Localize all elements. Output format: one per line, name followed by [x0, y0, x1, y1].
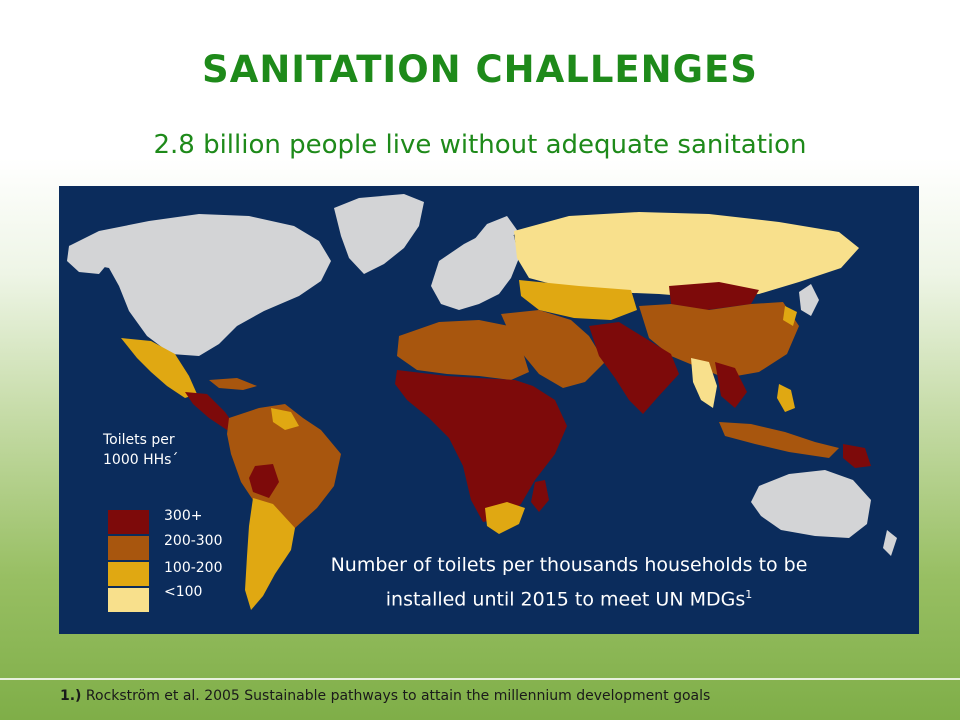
- region-korea: [783, 306, 797, 326]
- region-north-africa: [397, 320, 529, 380]
- region-southeast-asia-yellow: [691, 358, 717, 408]
- map-caption-footnote-marker: 1: [745, 588, 753, 601]
- legend-label-300-plus: 300+: [164, 508, 203, 524]
- map-caption-line-2: installed until 2015 to meet UN MDGs1: [284, 580, 854, 614]
- map-caption: Number of toilets per thousands househol…: [284, 550, 854, 614]
- region-subsaharan-africa: [395, 370, 567, 522]
- region-alaska: [67, 234, 114, 274]
- footnote-text: Rockström et al. 2005 Sustainable pathwa…: [85, 688, 711, 704]
- map-caption-line-2-text: installed until 2015 to meet UN MDGs: [385, 588, 746, 611]
- region-central-america: [185, 392, 235, 430]
- legend-title-line-1: Toilets per: [103, 432, 175, 448]
- legend-title: Toilets per 1000 HHs´: [103, 430, 223, 470]
- region-central-asia: [519, 280, 637, 320]
- legend-swatch-300-plus: [108, 510, 149, 534]
- region-bolivia: [249, 464, 279, 498]
- region-japan: [799, 284, 819, 316]
- legend-label-under-100: <100: [164, 584, 203, 600]
- region-south-asia: [589, 322, 679, 414]
- region-png: [843, 444, 871, 468]
- legend-swatch-200-300: [108, 536, 149, 560]
- legend-swatch-100-200: [108, 562, 149, 586]
- map-caption-line-1: Number of toilets per thousands househol…: [330, 554, 808, 576]
- region-russia: [514, 212, 859, 298]
- region-southeast-asia-red: [715, 362, 747, 408]
- region-south-america-north: [227, 404, 341, 528]
- region-middle-east: [501, 310, 605, 388]
- legend-title-line-2: 1000 HHs´: [103, 452, 179, 468]
- region-north-america: [69, 214, 331, 356]
- legend-label-200-300: 200-300: [164, 533, 223, 549]
- region-mongolia: [669, 282, 759, 310]
- region-indonesia: [719, 422, 839, 458]
- world-map-graphic: [67, 194, 897, 610]
- region-mexico: [121, 338, 197, 398]
- region-philippines: [777, 384, 795, 412]
- footnote-number: 1.): [60, 688, 82, 704]
- slide-subtitle: 2.8 billion people live without adequate…: [153, 130, 807, 160]
- legend-label-100-200: 100-200: [164, 560, 223, 576]
- region-guianas: [271, 408, 299, 430]
- region-south-america-south: [245, 498, 295, 610]
- region-new-zealand: [883, 530, 897, 556]
- footer-divider: [0, 678, 960, 680]
- world-map: Toilets per 1000 HHs´ 300+ 200-300 100-2…: [59, 186, 919, 634]
- legend-swatch-under-100: [108, 588, 149, 612]
- region-madagascar: [531, 480, 549, 512]
- footnote: 1.) Rockström et al. 2005 Sustainable pa…: [60, 688, 940, 704]
- region-china: [639, 302, 799, 378]
- region-caribbean: [209, 378, 257, 390]
- region-southern-africa: [485, 502, 525, 534]
- region-australia: [751, 470, 871, 538]
- slide-title: SANITATION CHALLENGES: [202, 48, 758, 91]
- region-greenland: [334, 194, 424, 274]
- region-scandinavia: [469, 216, 517, 258]
